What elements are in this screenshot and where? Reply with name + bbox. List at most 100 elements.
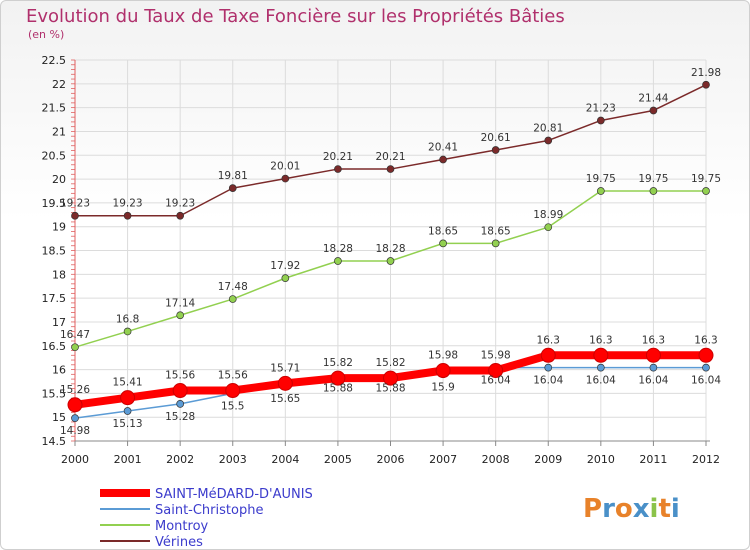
data-point: [439, 239, 447, 248]
data-label: 15.41: [113, 377, 143, 389]
data-point: [123, 211, 132, 220]
data-point: [228, 295, 237, 303]
legend-label: Vérines: [155, 535, 203, 550]
data-point: [645, 347, 661, 363]
x-tick-label: 2009: [534, 453, 562, 466]
y-tick-label: 20: [52, 173, 66, 186]
data-label: 18.99: [533, 209, 563, 221]
data-label: 21.44: [638, 92, 668, 104]
x-tick-label: 2005: [324, 453, 352, 466]
data-point: [488, 363, 504, 379]
data-point: [593, 347, 609, 363]
data-label: 17.48: [218, 281, 248, 293]
data-point: [386, 257, 395, 265]
data-label: 18.28: [323, 243, 353, 255]
x-tick-label: 2003: [219, 453, 247, 466]
data-point: [596, 363, 605, 372]
data-label: 19.81: [218, 170, 248, 182]
data-label: 19.23: [113, 198, 143, 210]
data-point: [702, 187, 710, 195]
data-point: [71, 343, 79, 352]
y-tick-label: 21: [52, 125, 66, 138]
data-label: 15.65: [270, 393, 300, 405]
data-point: [176, 400, 185, 408]
proxiti-logo: Proxiti: [583, 494, 680, 524]
data-point: [383, 370, 398, 386]
x-tick-label: 2011: [639, 453, 667, 466]
data-point: [123, 327, 132, 336]
legend-label: Montroy: [155, 519, 209, 534]
data-label: 16.04: [638, 375, 668, 387]
data-point: [544, 223, 553, 232]
data-point: [698, 347, 714, 363]
data-label: 16.3: [642, 334, 665, 346]
data-label: 14.98: [60, 425, 90, 437]
axes: 14.5 15 15.5 16 16.5 17 17.5 18 18.5 19 19.5 20 20.5…: [42, 54, 721, 466]
data-point: [439, 155, 447, 164]
data-point: [71, 414, 79, 422]
data-label: 16.3: [694, 334, 717, 346]
y-tick-label: 19.5: [42, 197, 67, 210]
data-label: 15.88: [375, 382, 405, 394]
y-tick-label: 17: [52, 316, 66, 329]
y-tick-label: 15.5: [42, 387, 67, 400]
data-point: [435, 363, 451, 379]
logo-letter: o: [615, 494, 633, 524]
y-tick-label: 20.5: [42, 149, 67, 162]
legend: SAINT-MéDARD-D'AUNISSaint-ChristopheMont…: [100, 487, 313, 550]
y-tick-label: 19: [52, 221, 66, 234]
x-tick-label: 2006: [377, 453, 405, 466]
chart-subtitle: (en %): [28, 28, 64, 41]
data-point: [596, 187, 605, 195]
data-label: 20.41: [428, 142, 458, 154]
data-label: 15.98: [428, 350, 458, 362]
data-label: 15.82: [323, 357, 353, 369]
data-point: [540, 347, 556, 363]
data-label: 18.65: [481, 225, 511, 237]
data-label: 19.75: [638, 173, 668, 185]
data-point: [596, 116, 605, 125]
data-label: 19.23: [60, 198, 90, 210]
data-label: 15.9: [431, 381, 454, 393]
y-tick-label: 21.5: [42, 102, 67, 115]
logo-letter: r: [602, 494, 615, 524]
data-point: [334, 165, 342, 173]
data-label: 15.28: [165, 411, 195, 423]
y-tick-label: 18: [52, 268, 66, 281]
x-tick-label: 2008: [482, 453, 510, 466]
data-point: [176, 311, 185, 320]
y-tick-label: 22.5: [42, 54, 67, 67]
data-label: 15.88: [323, 382, 353, 394]
y-tick-label: 15: [52, 411, 66, 424]
data-point: [120, 390, 136, 406]
y-tick-label: 16: [52, 364, 66, 377]
data-label: 18.65: [428, 225, 458, 237]
data-label: 15.26: [60, 384, 90, 396]
data-label: 15.56: [218, 370, 248, 382]
data-point: [702, 363, 710, 372]
data-point: [334, 257, 342, 265]
data-label: 20.21: [323, 151, 353, 163]
data-point: [67, 397, 83, 413]
data-point: [491, 146, 500, 154]
data-label: 20.61: [481, 132, 511, 144]
data-point: [172, 383, 188, 399]
data-label: 19.75: [586, 173, 616, 185]
data-point: [123, 407, 132, 415]
data-label: 16.04: [586, 375, 616, 387]
logo-letter: x: [633, 494, 650, 524]
data-label: 15.71: [270, 362, 300, 374]
data-label: 20.21: [375, 151, 405, 163]
legend-label: Saint-Christophe: [155, 503, 263, 518]
data-point: [386, 165, 395, 173]
logo-letter: P: [583, 494, 602, 524]
y-tick-label: 22: [52, 78, 66, 91]
data-label: 16.47: [60, 329, 90, 341]
x-tick-label: 2012: [692, 453, 720, 466]
data-point: [544, 136, 553, 145]
data-point: [649, 106, 658, 115]
x-tick-label: 2010: [587, 453, 615, 466]
data-point: [225, 383, 241, 399]
x-tick-label: 2004: [271, 453, 299, 466]
data-label: 20.01: [270, 161, 300, 173]
